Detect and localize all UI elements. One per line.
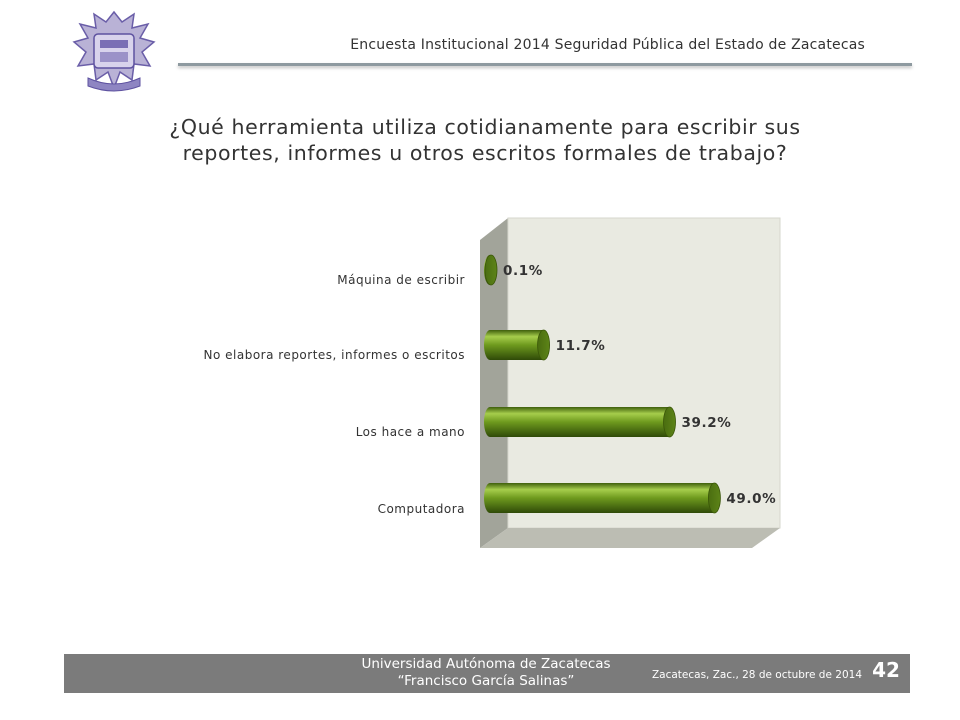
- footer-date: Zacatecas, Zac., 28 de octubre de 2014: [651, 669, 862, 681]
- bar-2: [484, 407, 676, 437]
- bar-3: [484, 483, 721, 513]
- chart-floor: [480, 528, 780, 548]
- page-number: 42: [872, 658, 900, 682]
- university-name: Universidad Autónoma de Zacatecas: [361, 656, 611, 672]
- question-title: ¿Qué herramienta utiliza cotidianamente …: [150, 114, 820, 166]
- value-label: 39.2%: [682, 415, 732, 431]
- chart-side-wall: [480, 218, 508, 548]
- bar-1: [484, 330, 550, 360]
- university-subtitle: “Francisco García Salinas”: [397, 673, 575, 689]
- footer-university: Universidad Autónoma de Zacatecas “Franc…: [356, 656, 616, 690]
- value-label: 49.0%: [726, 491, 776, 507]
- header-divider: [178, 63, 912, 66]
- bar-cap-1: [537, 329, 550, 361]
- chart-back-wall: [507, 217, 781, 529]
- category-label: No elabora reportes, informes o escritos: [204, 348, 466, 362]
- question-line-2: reportes, informes u otros escritos form…: [182, 141, 788, 165]
- value-label: 0.1%: [503, 263, 543, 279]
- category-label: Los hace a mano: [356, 425, 465, 439]
- bar-cap-0: [484, 254, 498, 286]
- category-label: Máquina de escribir: [337, 273, 465, 287]
- bar-cap-2: [663, 406, 676, 438]
- question-line-1: ¿Qué herramienta utiliza cotidianamente …: [169, 115, 801, 139]
- university-crest-icon: [72, 10, 156, 92]
- value-label: 11.7%: [556, 338, 606, 354]
- survey-title: Encuesta Institucional 2014 Seguridad Pú…: [350, 37, 865, 53]
- category-label: Computadora: [378, 502, 465, 516]
- bar-cap-3: [708, 482, 721, 514]
- footer-bar: [64, 654, 910, 693]
